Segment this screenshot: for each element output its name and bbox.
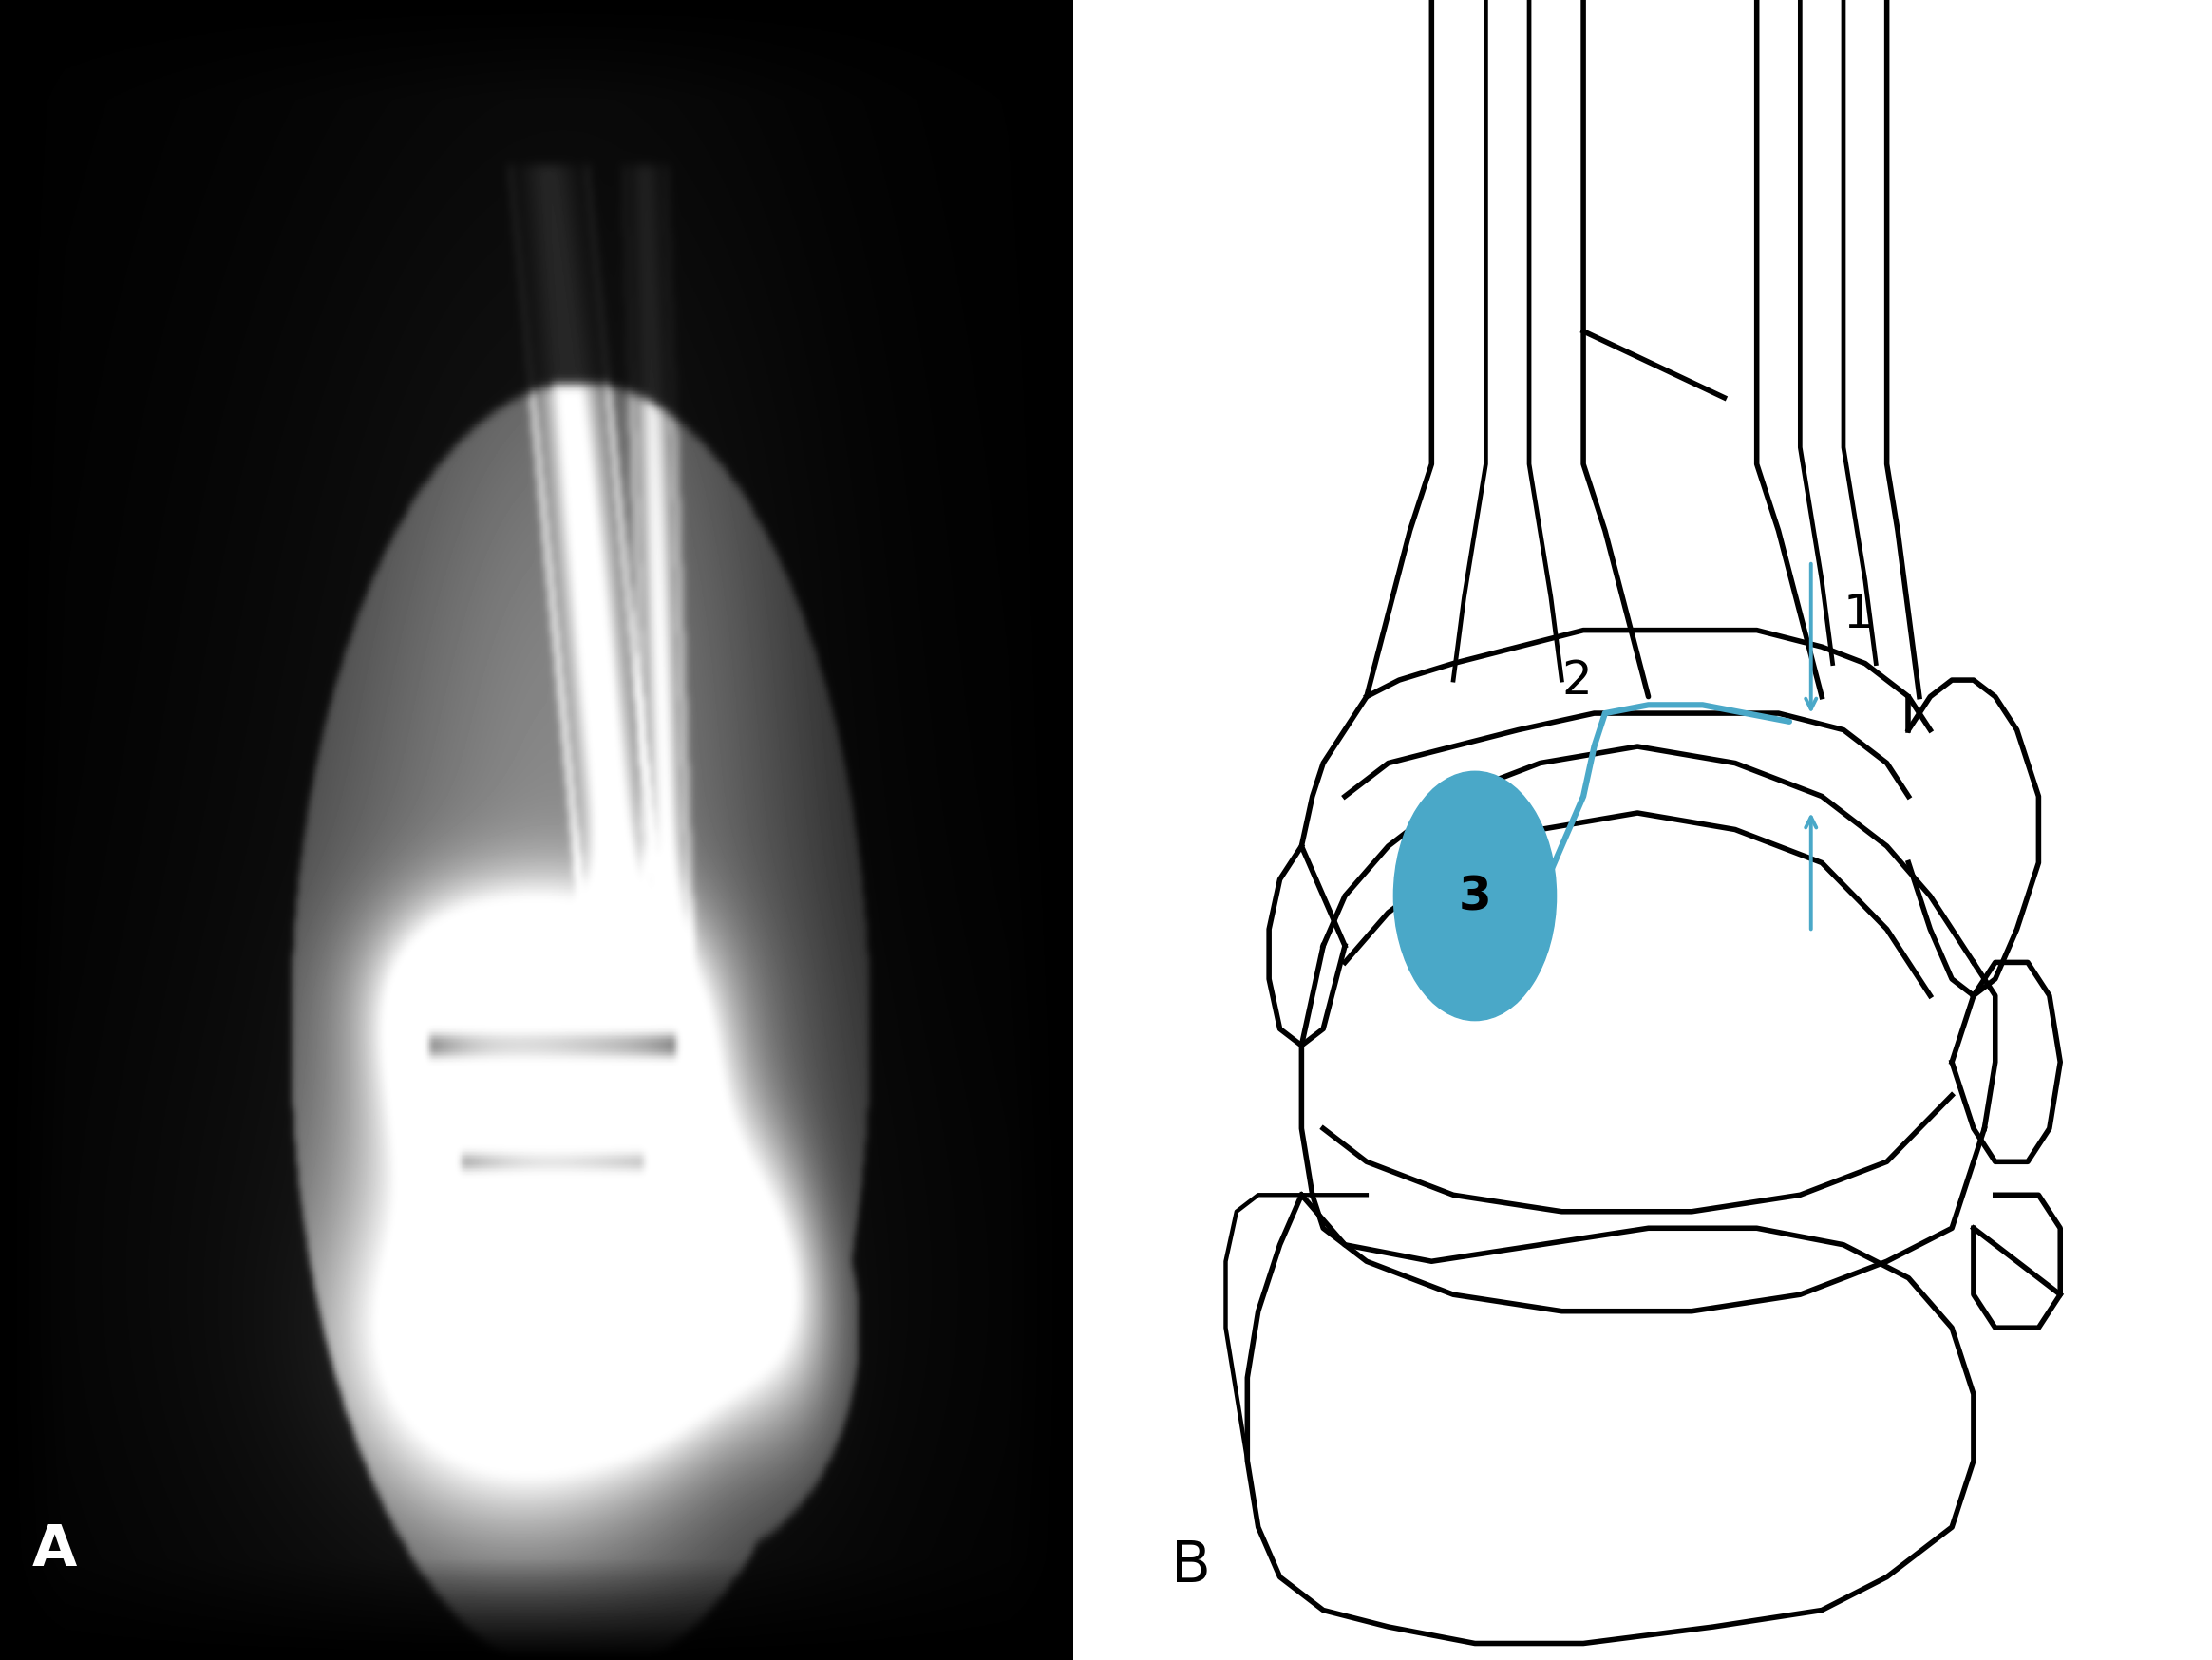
Text: A: A — [33, 1521, 77, 1577]
Text: 2: 2 — [1562, 657, 1593, 704]
Text: B: B — [1172, 1537, 1212, 1594]
Text: 3: 3 — [1458, 873, 1491, 920]
Text: 1: 1 — [1843, 591, 1874, 637]
Circle shape — [1394, 772, 1557, 1021]
